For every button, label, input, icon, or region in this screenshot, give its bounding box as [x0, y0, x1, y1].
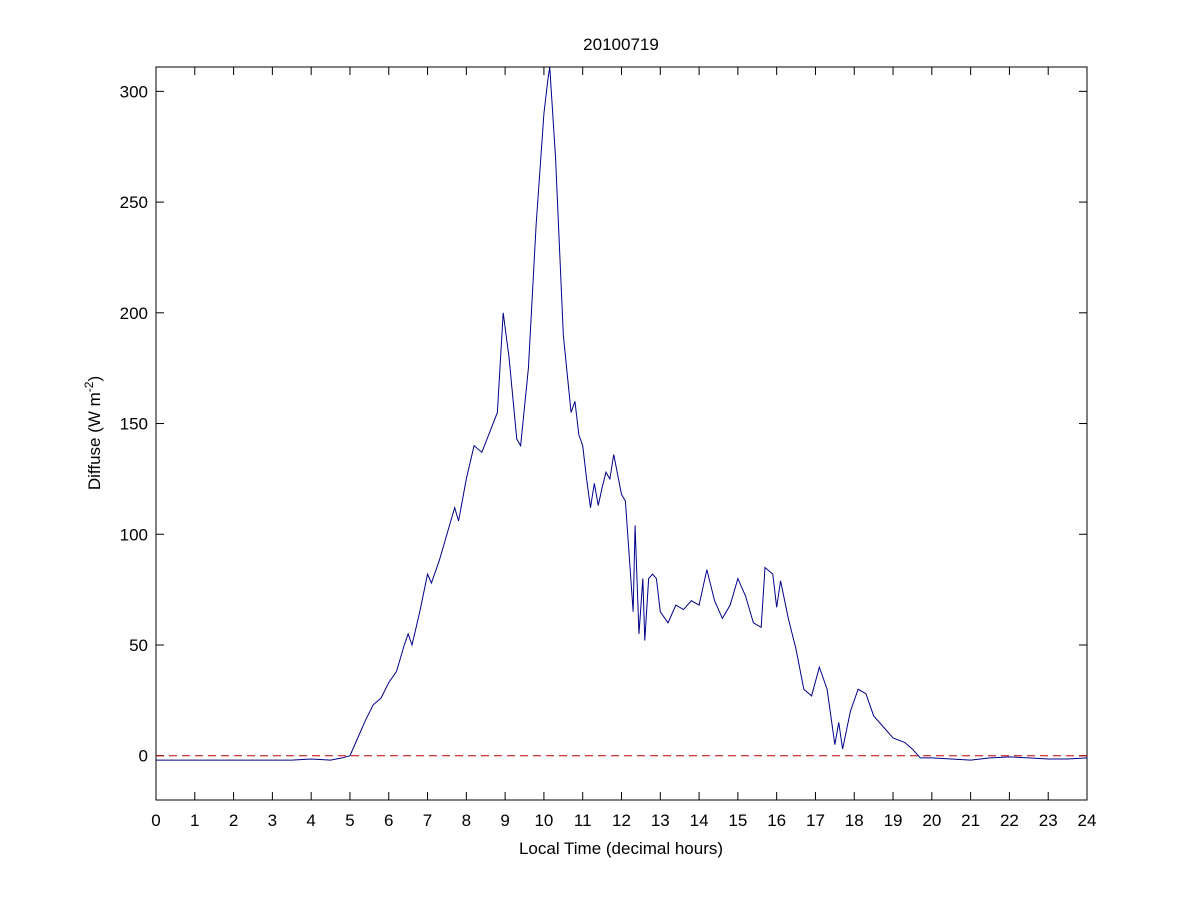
y-axis-label: Diffuse (W m-2) [82, 376, 104, 490]
x-tick-label: 21 [961, 811, 980, 830]
x-tick-label: 22 [1000, 811, 1019, 830]
y-tick-label: 100 [120, 525, 148, 544]
y-tick-label: 0 [139, 747, 148, 766]
x-tick-label: 17 [806, 811, 825, 830]
x-tick-label: 12 [612, 811, 631, 830]
x-tick-label: 10 [534, 811, 553, 830]
x-axis-label: Local Time (decimal hours) [519, 839, 723, 858]
x-tick-label: 24 [1078, 811, 1097, 830]
y-tick-label: 50 [129, 636, 148, 655]
x-tick-label: 16 [767, 811, 786, 830]
y-tick-label: 250 [120, 193, 148, 212]
x-tick-label: 4 [306, 811, 315, 830]
x-tick-label: 18 [845, 811, 864, 830]
x-tick-label: 0 [151, 811, 160, 830]
x-tick-label: 9 [500, 811, 509, 830]
x-tick-label: 2 [229, 811, 238, 830]
x-tick-label: 11 [574, 811, 592, 830]
x-tick-label: 13 [651, 811, 670, 830]
x-tick-label: 6 [384, 811, 393, 830]
data-line [156, 66, 1088, 761]
chart-title: 20100719 [583, 35, 659, 54]
x-tick-label: 8 [462, 811, 471, 830]
x-tick-label: 5 [345, 811, 354, 830]
x-tick-label: 7 [423, 811, 432, 830]
x-tick-label: 15 [728, 811, 747, 830]
y-axis-label-sup: -2 [82, 381, 96, 392]
x-tick-label: 14 [690, 811, 709, 830]
x-tick-label: 3 [268, 811, 277, 830]
y-tick-label: 300 [120, 82, 148, 101]
x-tick-label: 19 [884, 811, 903, 830]
x-tick-label: 1 [190, 811, 199, 830]
y-axis-label-part: ) [85, 376, 104, 382]
x-tick-label: 23 [1039, 811, 1058, 830]
plot-area [155, 66, 1088, 801]
y-tick-label: 150 [120, 415, 148, 434]
y-axis-label-part: Diffuse (W m [85, 392, 104, 490]
y-tick-label: 200 [120, 304, 148, 323]
x-tick-label: 20 [922, 811, 941, 830]
